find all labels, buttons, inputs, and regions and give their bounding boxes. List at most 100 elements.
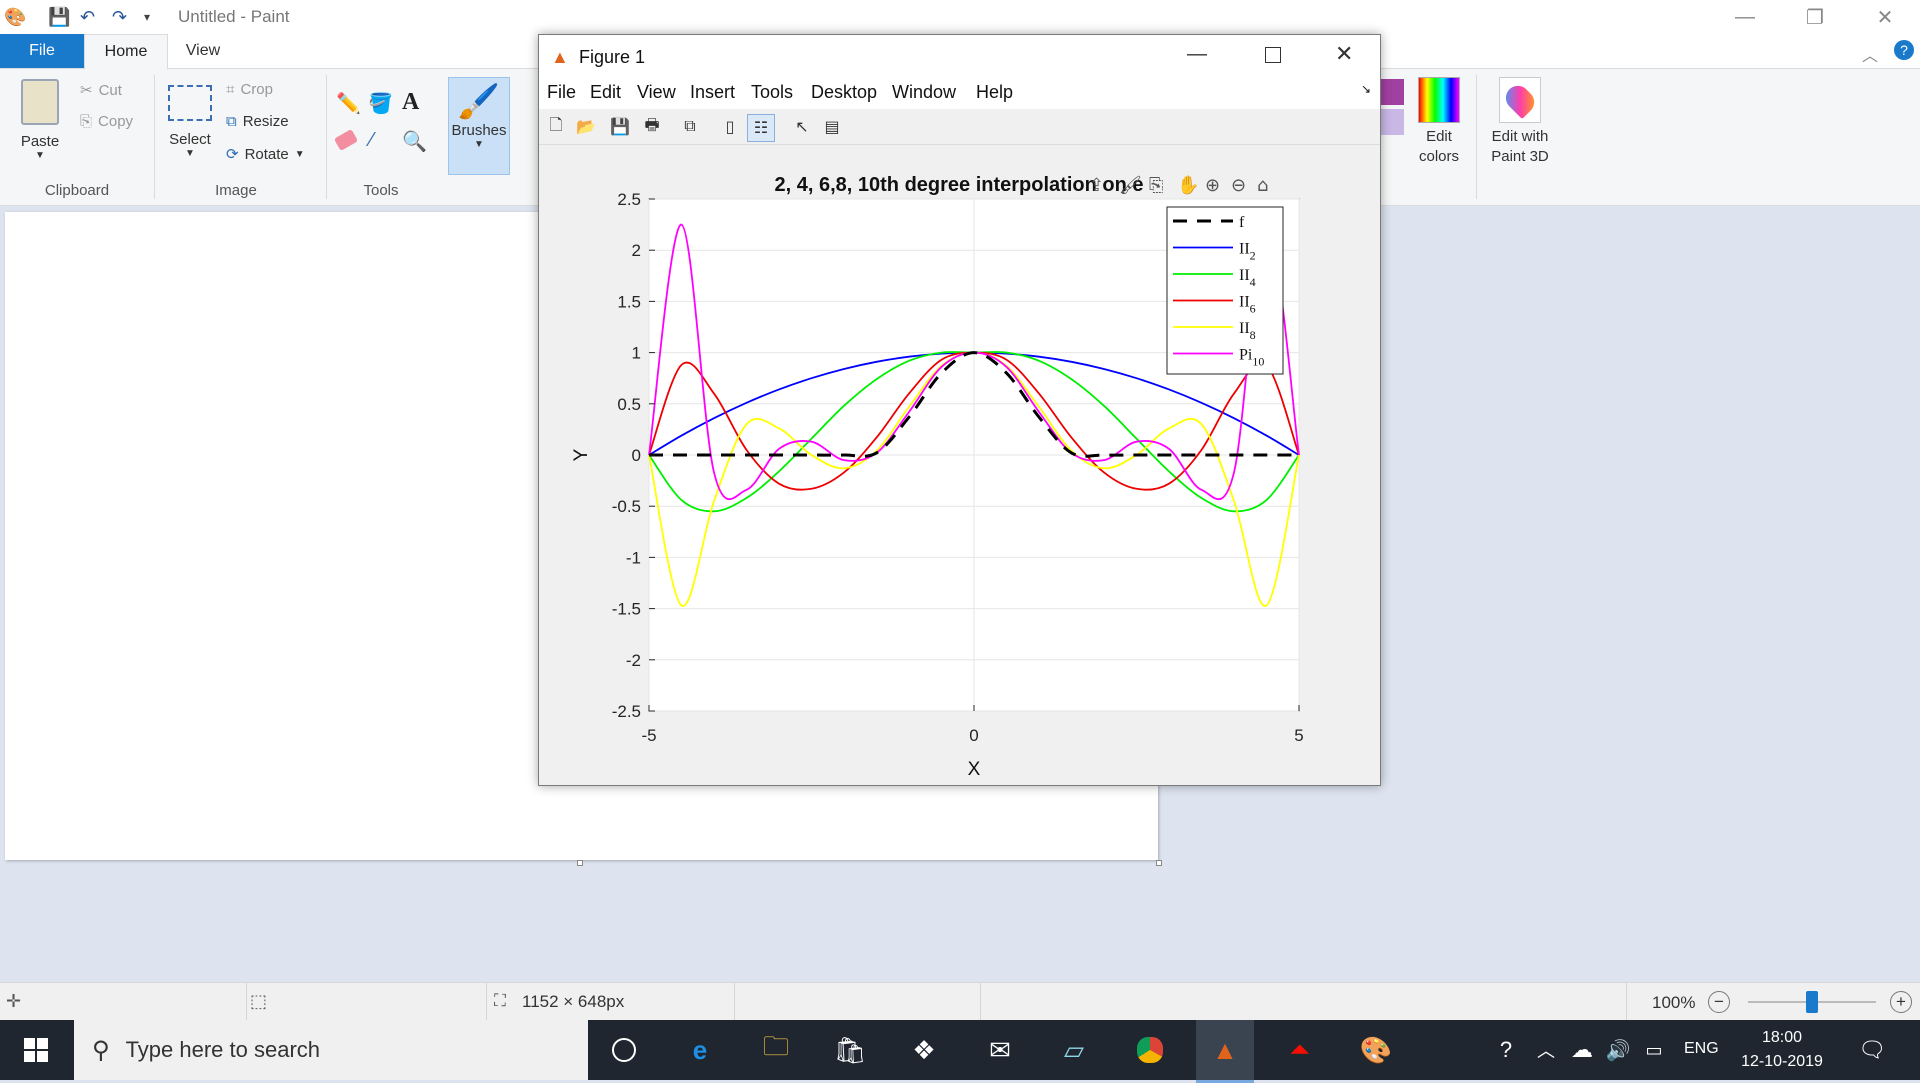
property-inspector-icon[interactable]: ▤	[824, 119, 840, 136]
edit-with-paint3d-button[interactable]: Edit with Paint 3D	[1482, 77, 1558, 167]
zoom-in-icon[interactable]: ⊕	[1205, 175, 1220, 196]
figure-title-bar[interactable]: ▲ Figure 1 — ✕	[539, 35, 1380, 79]
tab-file[interactable]: File	[0, 34, 84, 68]
pan-icon[interactable]: ✋	[1177, 174, 1199, 196]
cut-button[interactable]: ✂ Cut	[80, 81, 122, 100]
color-picker-icon[interactable]: ⁄	[370, 129, 374, 151]
menu-view[interactable]: View	[637, 82, 676, 102]
store-icon[interactable]: 🛍	[833, 1034, 867, 1065]
insert-legend-icon[interactable]: ☷	[747, 114, 775, 142]
minimize-button[interactable]: —	[1735, 5, 1755, 28]
onedrive-icon[interactable]: ☁	[1571, 1037, 1593, 1062]
color-swatch[interactable]	[1380, 109, 1404, 135]
dock-figure-icon[interactable]: ↘	[1361, 82, 1372, 96]
zoom-in-button[interactable]: +	[1890, 991, 1912, 1013]
clock-time: 18:00	[1761, 1029, 1803, 1046]
volume-icon[interactable]: 🔊	[1605, 1039, 1631, 1062]
save-figure-icon[interactable]: 💾	[610, 119, 630, 136]
clock[interactable]: 18:00 12-10-2019	[1736, 1026, 1828, 1074]
chrome-icon[interactable]	[1130, 1030, 1170, 1070]
zoom-out-icon[interactable]: ⊖	[1231, 175, 1246, 196]
link-plot-icon[interactable]: ⧉	[684, 118, 696, 135]
copy-button[interactable]: ⎘ Copy	[80, 113, 133, 130]
menu-file[interactable]: File	[547, 82, 577, 102]
acrobat-icon[interactable]: ⏶	[1289, 1034, 1311, 1064]
legend-box	[1166, 206, 1284, 375]
paste-button[interactable]: Paste ▼	[14, 79, 66, 161]
menu-edit[interactable]: Edit	[590, 82, 622, 102]
data-tips-icon[interactable]: ⎘	[1149, 175, 1163, 196]
file-explorer-icon[interactable]: 🗀	[762, 1031, 789, 1061]
battery-icon[interactable]: ▭	[1645, 1039, 1663, 1060]
dropbox-icon[interactable]: ❖	[912, 1034, 936, 1065]
select-label: Select	[169, 131, 211, 148]
paint-taskbar-icon[interactable]: 🎨	[1359, 1034, 1393, 1065]
menu-help[interactable]: Help	[976, 82, 1014, 102]
fill-bucket-icon[interactable]: 🪣	[368, 93, 393, 115]
language-indicator[interactable]: ENG	[1684, 1040, 1719, 1057]
chevron-down-icon: ▼	[474, 139, 484, 150]
zoom-slider-thumb[interactable]	[1806, 991, 1818, 1013]
windows-start-icon[interactable]	[16, 1030, 56, 1070]
export-icon[interactable]: ⇪	[1089, 175, 1104, 196]
crop-icon: ⌗	[226, 81, 235, 98]
help-icon[interactable]: ?	[1894, 40, 1914, 60]
matlab-icon[interactable]: ▲	[1196, 1020, 1254, 1083]
menu-insert[interactable]: Insert	[690, 82, 736, 102]
clock-date: 12-10-2019	[1741, 1053, 1823, 1070]
resize-handle[interactable]	[577, 860, 583, 866]
x-tick-label: 0	[969, 726, 978, 745]
edge-icon[interactable]: e	[692, 1034, 708, 1065]
eraser-icon[interactable]	[333, 128, 359, 152]
zoom-out-button[interactable]: −	[1708, 991, 1730, 1013]
figure-maximize-button[interactable]	[1265, 47, 1281, 63]
brush-data-icon[interactable]: 🖌	[1119, 175, 1142, 196]
redo-icon[interactable]: ↷	[112, 6, 128, 27]
restore-view-icon[interactable]: ⌂	[1257, 175, 1268, 196]
rotate-button[interactable]: ⟳ Rotate ▼	[226, 145, 305, 164]
customize-qat-icon[interactable]: ▾	[144, 10, 151, 24]
menu-window[interactable]: Window	[892, 82, 957, 102]
resize-button[interactable]: ⧉ Resize	[226, 113, 289, 130]
tab-view[interactable]: View	[185, 42, 221, 59]
action-center-icon[interactable]: 🗨	[1858, 1037, 1886, 1062]
menu-desktop[interactable]: Desktop	[811, 82, 878, 102]
series-layer	[648, 223, 1300, 607]
legend[interactable]: f II2 II4 II6 II8 Pi10	[1166, 206, 1284, 375]
restore-button[interactable]: ❐	[1806, 6, 1824, 29]
task-view-icon[interactable]	[604, 1030, 644, 1070]
figure-minimize-button[interactable]: —	[1187, 43, 1207, 65]
insert-colorbar-icon[interactable]: ▯	[725, 119, 735, 136]
figure-window[interactable]: ▲ Figure 1 — ✕ File Edit View Insert Too…	[538, 34, 1381, 786]
menu-tools[interactable]: Tools	[751, 82, 794, 102]
help-tray-icon[interactable]: ?	[1499, 1037, 1513, 1062]
edit-plot-cursor-icon[interactable]: ↖	[795, 119, 809, 136]
collapse-ribbon-icon[interactable]: ︿	[1862, 48, 1879, 65]
edit-colors-button[interactable]: Edit colors	[1406, 77, 1472, 167]
open-file-icon[interactable]: 📂	[576, 119, 596, 136]
save-icon[interactable]: 💾	[48, 6, 71, 27]
new-figure-icon[interactable]: 🗋	[549, 116, 563, 134]
notes-icon[interactable]: ▱	[1064, 1034, 1084, 1065]
y-tick-label: -1	[626, 548, 641, 567]
y-tick-label: -1.5	[612, 600, 641, 619]
image-size-icon: ⛶	[494, 991, 506, 1010]
close-button[interactable]: ✕	[1876, 6, 1894, 29]
text-icon[interactable]: A	[402, 89, 420, 115]
magnifier-icon[interactable]: 🔍	[402, 131, 427, 153]
print-icon[interactable]: 🖶	[644, 116, 660, 134]
color-swatch[interactable]	[1380, 79, 1404, 105]
select-button[interactable]: Select ▼	[164, 85, 216, 159]
undo-icon[interactable]: ↶	[80, 6, 96, 27]
pencil-icon[interactable]: ✏️	[336, 93, 361, 115]
chevron-down-icon: ▼	[35, 150, 45, 161]
resize-handle[interactable]	[1156, 860, 1162, 866]
mail-icon[interactable]: ✉	[989, 1034, 1011, 1065]
show-hidden-icons-icon[interactable]: ︿	[1537, 1041, 1555, 1061]
brushes-button[interactable]: 🖌️ Brushes ▼	[448, 77, 510, 175]
taskbar-search-box[interactable]: ⚲ Type here to search	[74, 1020, 588, 1080]
crop-button[interactable]: ⌗ Crop	[226, 81, 273, 98]
tab-home[interactable]: Home	[84, 34, 168, 70]
ribbon-separator	[1476, 75, 1477, 199]
figure-close-button[interactable]: ✕	[1335, 41, 1354, 66]
